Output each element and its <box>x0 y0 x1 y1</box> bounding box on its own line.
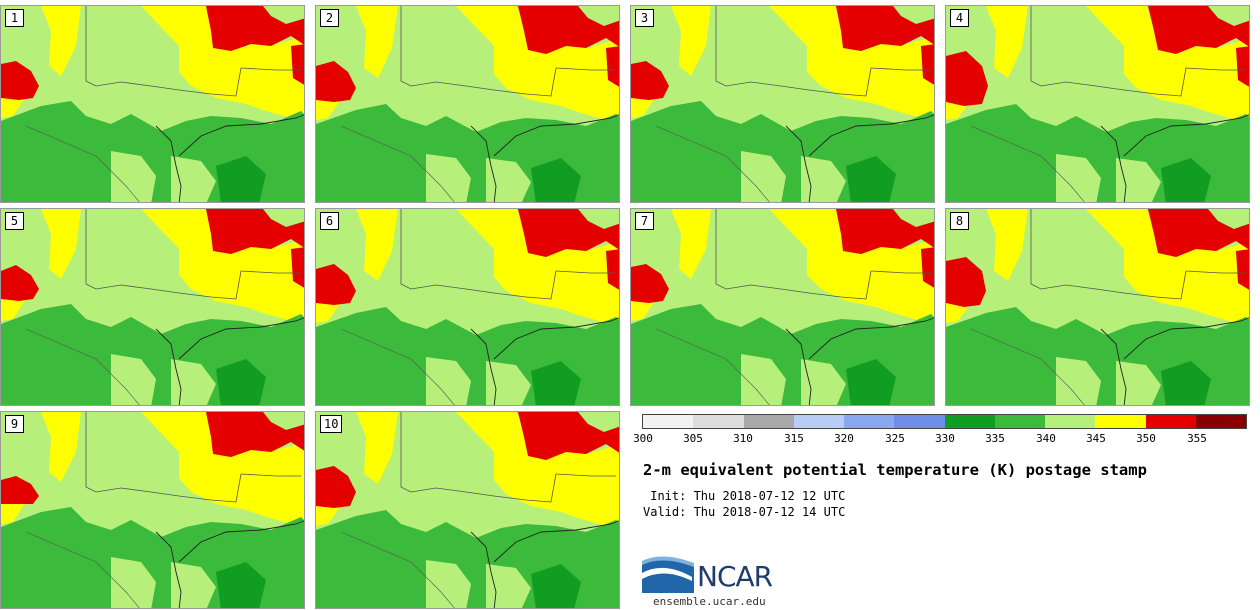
logo-text: NCAR <box>697 560 773 593</box>
ensemble-member-panel-9[interactable]: 9 <box>0 411 305 609</box>
site-url-link[interactable]: ensemble.ucar.edu <box>653 595 766 608</box>
panel-map <box>316 209 619 405</box>
ensemble-member-panel-10[interactable]: 10 <box>315 411 620 609</box>
ensemble-member-panel-4[interactable]: 4 <box>945 5 1250 203</box>
panel-map <box>316 6 619 202</box>
member-number-label: 5 <box>5 212 24 230</box>
panel-map <box>316 412 619 608</box>
colorbar-tick-label: 315 <box>784 432 804 445</box>
colorbar-tick-label: 330 <box>935 432 955 445</box>
init-time: Init: Thu 2018-07-12 12 UTC <box>643 489 846 503</box>
panel-map <box>1 6 304 202</box>
plot-title: 2-m equivalent potential temperature (K)… <box>643 461 1147 479</box>
panel-map <box>946 209 1249 405</box>
colorbar-tick-label: 355 <box>1187 432 1207 445</box>
colorbar-tick-label: 335 <box>985 432 1005 445</box>
colorbar <box>642 414 1247 429</box>
colorbar-segment <box>844 415 895 428</box>
colorbar-tick-label: 345 <box>1086 432 1106 445</box>
colorbar-tick-label: 325 <box>885 432 905 445</box>
ensemble-member-panel-8[interactable]: 8 <box>945 208 1250 406</box>
ensemble-member-panel-3[interactable]: 3 <box>630 5 935 203</box>
ensemble-member-panel-7[interactable]: 7 <box>630 208 935 406</box>
panel-map <box>631 6 934 202</box>
valid-time: Valid: Thu 2018-07-12 14 UTC <box>643 505 846 519</box>
panel-map <box>946 6 1249 202</box>
colorbar-segment <box>693 415 744 428</box>
colorbar-segment <box>793 415 844 428</box>
ensemble-member-panel-1[interactable]: 1 <box>0 5 305 203</box>
ensemble-member-panel-2[interactable]: 2 <box>315 5 620 203</box>
colorbar-tick-label: 340 <box>1036 432 1056 445</box>
colorbar-tick-label: 300 <box>633 432 653 445</box>
ensemble-member-panel-6[interactable]: 6 <box>315 208 620 406</box>
colorbar-segment <box>994 415 1045 428</box>
colorbar-segment <box>944 415 995 428</box>
colorbar-segment <box>1195 415 1246 428</box>
colorbar-tick-label: 310 <box>733 432 753 445</box>
member-number-label: 4 <box>950 9 969 27</box>
member-number-label: 2 <box>320 9 339 27</box>
colorbar-segment <box>894 415 945 428</box>
colorbar-segment <box>643 415 694 428</box>
member-number-label: 3 <box>635 9 654 27</box>
colorbar-segment <box>743 415 794 428</box>
panel-map <box>1 209 304 405</box>
colorbar-segment <box>1095 415 1146 428</box>
member-number-label: 6 <box>320 212 339 230</box>
panel-map <box>631 209 934 405</box>
colorbar-tick-label: 320 <box>834 432 854 445</box>
member-number-label: 7 <box>635 212 654 230</box>
member-number-label: 10 <box>320 415 343 433</box>
colorbar-tick-label: 350 <box>1136 432 1156 445</box>
member-number-label: 1 <box>5 9 24 27</box>
colorbar-segment <box>1145 415 1196 428</box>
member-number-label: 8 <box>950 212 969 230</box>
member-number-label: 9 <box>5 415 24 433</box>
colorbar-tick-label: 305 <box>683 432 703 445</box>
ncar-logo-icon[interactable] <box>642 555 792 595</box>
panel-map <box>1 412 304 608</box>
colorbar-segment <box>1045 415 1096 428</box>
ensemble-member-panel-5[interactable]: 5 <box>0 208 305 406</box>
